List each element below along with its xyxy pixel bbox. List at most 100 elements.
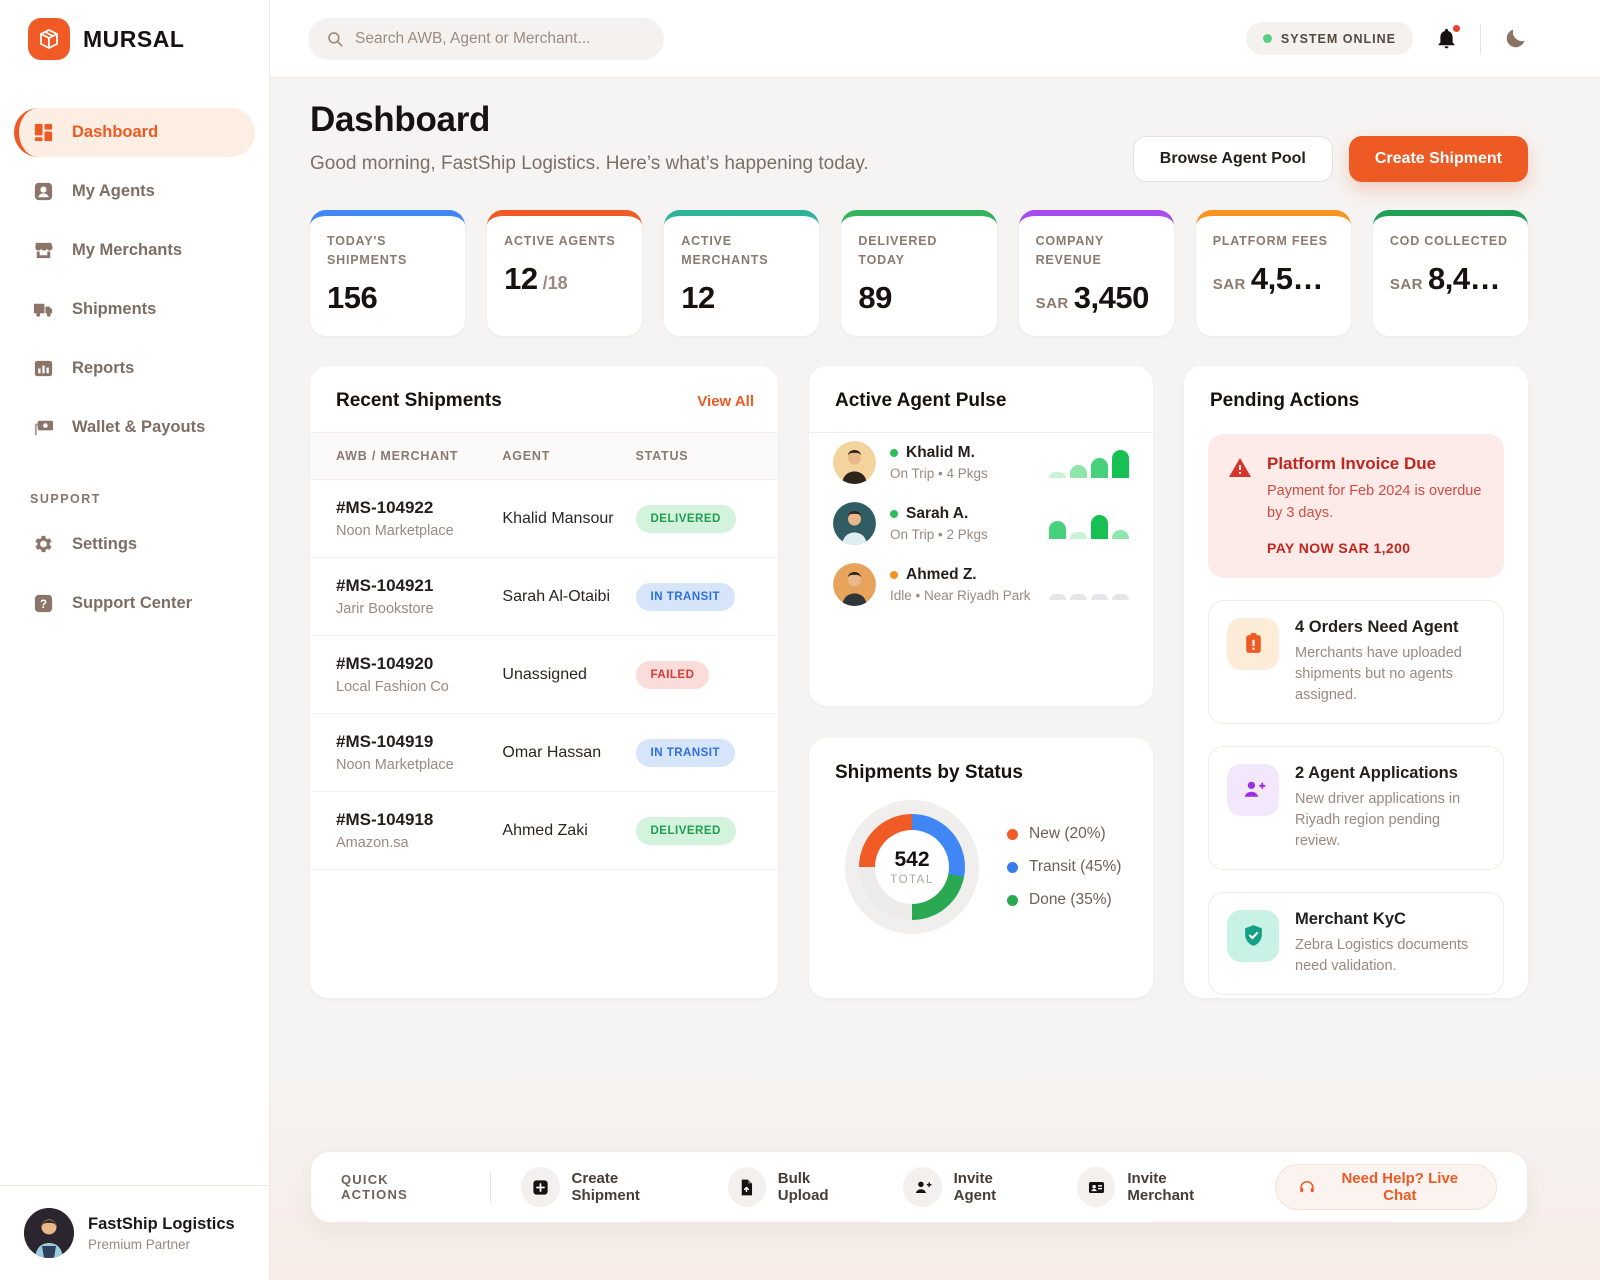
shipment-row[interactable]: #MS-104919 Noon Marketplace Omar Hassan … (310, 714, 778, 792)
sidebar-item-label: Settings (72, 535, 138, 553)
kpi-value: 156 (327, 279, 378, 315)
shipment-agent: Omar Hassan (502, 743, 602, 761)
alert-title: Platform Invoice Due (1267, 454, 1437, 473)
shipment-awb: #MS-104918 (336, 810, 434, 829)
agent-pulse-list: Khalid M. On Trip • 4 Pkgs Sarah A. On T… (809, 433, 1153, 606)
quick-actions-divider (490, 1172, 492, 1202)
agent-avatar (833, 441, 876, 484)
invoice-alert-card[interactable]: Platform Invoice Due Payment for Feb 202… (1208, 434, 1504, 578)
activity-bar (1112, 529, 1129, 539)
wallet-icon (32, 416, 55, 439)
activity-bar (1070, 464, 1087, 478)
legend-label: Transit (45%) (1029, 858, 1122, 875)
table-header: AWB / MERCHANT AGENT STATUS (310, 432, 778, 480)
sidebar-item-reports[interactable]: Reports (14, 344, 255, 393)
support-nav: Settings ? Support Center (0, 520, 269, 638)
reports-icon (32, 357, 55, 380)
legend-item: Transit (45%) (1007, 858, 1121, 876)
pending-action-item[interactable]: 2 Agent Applications New driver applicat… (1208, 745, 1504, 870)
sidebar-item-my-agents[interactable]: My Agents (14, 167, 255, 216)
create-shipment-button[interactable]: Create Shipment (1348, 136, 1528, 182)
agent-activity-bars (1049, 448, 1129, 478)
kpi-value: 12 (504, 260, 538, 296)
agent-activity-bars (1049, 570, 1129, 600)
user-tier: Premium Partner (88, 1236, 191, 1252)
activity-bar (1070, 531, 1087, 539)
legend-dot (1007, 828, 1018, 840)
agent-row[interactable]: Ahmed Z. Idle • Near Riyadh Park (833, 563, 1129, 606)
agent-name: Ahmed Z. (906, 566, 977, 583)
sidebar-item-support-center[interactable]: ? Support Center (14, 579, 255, 628)
kpi-label: COMPANY REVENUE (1035, 234, 1104, 267)
activity-bar (1112, 593, 1129, 600)
sidebar-item-label: Reports (72, 359, 135, 377)
kpi-label: ACTIVE AGENTS (504, 234, 616, 248)
quick-action-label: Invite Agent (953, 1170, 997, 1204)
live-chat-button[interactable]: Need Help? Live Chat (1274, 1164, 1497, 1210)
status-dot (1262, 34, 1272, 43)
pending-action-item[interactable]: 4 Orders Need Agent Merchants have uploa… (1208, 599, 1504, 724)
pay-now-link[interactable]: PAY NOW SAR 1,200 (1267, 539, 1411, 556)
notification-dot (1453, 25, 1460, 32)
sidebar-item-wallet-payouts[interactable]: Wallet & Payouts (14, 403, 255, 452)
shipment-row[interactable]: #MS-104918 Amazon.sa Ahmed Zaki DELIVERE… (310, 792, 778, 870)
sidebar-item-shipments[interactable]: Shipments (14, 285, 255, 334)
search-input[interactable] (355, 29, 646, 48)
plus-square-icon (521, 1167, 560, 1207)
system-status-label: SYSTEM ONLINE (1280, 31, 1396, 46)
agent-row[interactable]: Sarah A. On Trip • 2 Pkgs (833, 502, 1129, 545)
search-bar[interactable] (308, 17, 664, 60)
agent-name: Sarah A. (906, 505, 969, 522)
shipment-agent: Sarah Al-Otaibi (502, 587, 610, 605)
kpi-card: ACTIVE MERCHANTS 12 (664, 210, 820, 336)
brand: MURSAL (0, 0, 269, 80)
agent-activity-bars (1049, 509, 1129, 539)
kpi-card: TODAY'S SHIPMENTS 156 (310, 210, 466, 336)
quick-action-label: Invite Merchant (1127, 1170, 1195, 1204)
sidebar-item-label: Dashboard (72, 123, 159, 141)
shipment-row[interactable]: #MS-104921 Jarir Bookstore Sarah Al-Otai… (310, 558, 778, 636)
kpi-value: 12 (681, 279, 715, 315)
view-all-link[interactable]: View All (697, 392, 754, 410)
kpi-label: PLATFORM FEES (1212, 234, 1328, 248)
pending-actions-title: Pending Actions (1210, 390, 1360, 411)
sidebar-item-dashboard[interactable]: Dashboard (14, 108, 255, 157)
kpi-value: 89 (858, 279, 892, 315)
main-content: Dashboard Good morning, FastShip Logisti… (270, 78, 1600, 1280)
warning-icon (1228, 456, 1252, 556)
quick-action-create-shipment[interactable]: Create Shipment (521, 1167, 685, 1207)
pending-action-item[interactable]: Merchant KyC Zebra Logistics documents n… (1208, 891, 1504, 995)
sidebar-user[interactable]: FastShip Logistics Premium Partner (0, 1185, 269, 1280)
brand-logo-icon (28, 18, 70, 60)
browse-agent-pool-button[interactable]: Browse Agent Pool (1132, 136, 1333, 182)
activity-bar (1070, 593, 1087, 600)
shipments-by-status-card: Shipments by Status 542 TOTAL New (20%) (809, 738, 1153, 998)
quick-action-bulk-upload[interactable]: Bulk Upload (727, 1167, 862, 1207)
legend-dot (1007, 894, 1018, 906)
pending-item-description: Merchants have uploaded shipments but no… (1295, 644, 1462, 703)
sidebar-item-my-merchants[interactable]: My Merchants (14, 226, 255, 275)
quick-actions-list: Create Shipment Bulk Upload Invite Agent… (521, 1167, 1274, 1207)
status-badge: DELIVERED (635, 504, 736, 533)
shipment-row[interactable]: #MS-104920 Local Fashion Co Unassigned F… (310, 636, 778, 714)
dark-mode-toggle[interactable] (1503, 26, 1528, 51)
shipment-awb: #MS-104922 (336, 498, 434, 517)
kpi-label: TODAY'S SHIPMENTS (327, 234, 408, 267)
quick-action-invite-merchant[interactable]: Invite Merchant (1077, 1167, 1232, 1207)
headset-icon (1298, 1178, 1316, 1196)
sidebar-item-settings[interactable]: Settings (14, 520, 255, 569)
legend-item: New (20%) (1007, 825, 1121, 843)
person-add-icon (903, 1167, 942, 1207)
agent-row[interactable]: Khalid M. On Trip • 4 Pkgs (833, 441, 1129, 484)
notifications-button[interactable] (1435, 25, 1460, 50)
agents-icon (32, 180, 55, 203)
shipment-row[interactable]: #MS-104922 Noon Marketplace Khalid Manso… (310, 480, 778, 558)
kpi-value: 8,4… (1428, 260, 1501, 296)
kpi-card: COD COLLECTED SAR 8,4… (1372, 210, 1528, 336)
activity-bar (1091, 457, 1108, 478)
pending-items-list: 4 Orders Need Agent Merchants have uploa… (1208, 599, 1504, 995)
quick-action-invite-agent[interactable]: Invite Agent (903, 1167, 1035, 1207)
agent-avatar (833, 502, 876, 545)
kpi-label: DELIVERED TODAY (858, 234, 938, 267)
truck-icon (32, 298, 55, 321)
